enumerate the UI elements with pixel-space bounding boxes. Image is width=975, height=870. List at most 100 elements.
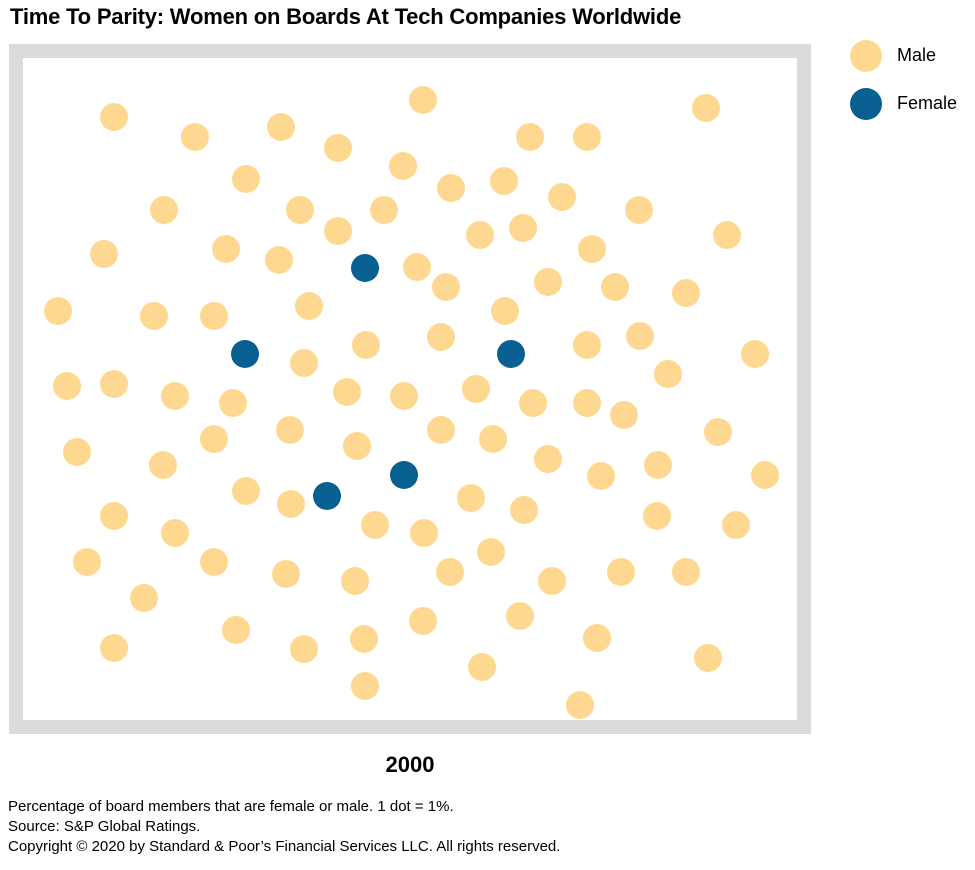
male-dot <box>90 240 118 268</box>
male-dot <box>409 86 437 114</box>
male-dot <box>350 625 378 653</box>
dot-plot <box>44 86 779 719</box>
male-dot <box>477 538 505 566</box>
male-dot <box>626 322 654 350</box>
male-dot <box>457 484 485 512</box>
male-dot <box>566 691 594 719</box>
male-dot <box>100 370 128 398</box>
male-dot <box>672 558 700 586</box>
legend-label-female: Female <box>897 93 958 113</box>
male-dot <box>713 221 741 249</box>
male-dot <box>265 246 293 274</box>
male-dot <box>100 502 128 530</box>
male-dot <box>490 167 518 195</box>
legend-swatch-male <box>850 40 882 72</box>
male-dot <box>343 432 371 460</box>
female-dot <box>231 340 259 368</box>
male-dot <box>200 425 228 453</box>
male-dot <box>538 567 566 595</box>
male-dot <box>625 196 653 224</box>
male-dot <box>161 382 189 410</box>
male-dot <box>272 560 300 588</box>
note-copyright: Copyright © 2020 by Standard & Poor’s Fi… <box>8 838 561 855</box>
male-dot <box>427 323 455 351</box>
male-dot <box>161 519 189 547</box>
male-dot <box>390 382 418 410</box>
male-dot <box>44 297 72 325</box>
female-dot <box>351 254 379 282</box>
legend-item-female: Female <box>850 88 970 136</box>
male-dot <box>654 360 682 388</box>
male-dot <box>267 113 295 141</box>
male-dot <box>232 477 260 505</box>
male-dot <box>351 672 379 700</box>
male-dot <box>100 634 128 662</box>
male-dot <box>219 389 247 417</box>
male-dot <box>286 196 314 224</box>
male-dot <box>722 511 750 539</box>
legend-label-male: Male <box>897 45 937 65</box>
male-dot <box>63 438 91 466</box>
male-dot <box>692 94 720 122</box>
male-dot <box>222 616 250 644</box>
male-dot <box>573 123 601 151</box>
male-dot <box>140 302 168 330</box>
male-dot <box>290 635 318 663</box>
male-dot <box>295 292 323 320</box>
female-dot <box>390 461 418 489</box>
male-dot <box>601 273 629 301</box>
male-dot <box>277 490 305 518</box>
male-dot <box>516 123 544 151</box>
male-dot <box>53 372 81 400</box>
male-dot <box>578 235 606 263</box>
male-dot <box>333 378 361 406</box>
male-dot <box>324 134 352 162</box>
legend-item-male: Male <box>850 40 970 88</box>
male-dot <box>436 558 464 586</box>
male-dot <box>462 375 490 403</box>
male-dot <box>389 152 417 180</box>
male-dot <box>741 340 769 368</box>
male-dot <box>534 268 562 296</box>
male-dot <box>694 644 722 672</box>
male-dot <box>324 217 352 245</box>
chart-title: Time To Parity: Women on Boards At Tech … <box>10 4 682 29</box>
male-dot <box>479 425 507 453</box>
male-dot <box>100 103 128 131</box>
male-dot <box>341 567 369 595</box>
male-dot <box>509 214 537 242</box>
male-dot <box>181 123 209 151</box>
male-dot <box>73 548 101 576</box>
male-dot <box>643 502 671 530</box>
male-dot <box>510 496 538 524</box>
note-dot-definition: Percentage of board members that are fem… <box>8 798 454 815</box>
male-dot <box>466 221 494 249</box>
male-dot <box>200 302 228 330</box>
male-dot <box>607 558 635 586</box>
male-dot <box>352 331 380 359</box>
male-dot <box>212 235 240 263</box>
male-dot <box>587 462 615 490</box>
male-dot <box>130 584 158 612</box>
male-dot <box>370 196 398 224</box>
male-dot <box>644 451 672 479</box>
male-dot <box>432 273 460 301</box>
male-dot <box>491 297 519 325</box>
male-dot <box>506 602 534 630</box>
male-dot <box>276 416 304 444</box>
male-dot <box>150 196 178 224</box>
male-dot <box>232 165 260 193</box>
male-dot <box>672 279 700 307</box>
male-dot <box>200 548 228 576</box>
legend: Male Female <box>850 40 970 136</box>
female-dot <box>497 340 525 368</box>
male-dot <box>361 511 389 539</box>
male-dot <box>610 401 638 429</box>
footnotes: Percentage of board members that are fem… <box>8 797 560 857</box>
female-dot <box>313 482 341 510</box>
legend-swatch-female <box>850 88 882 120</box>
male-dot <box>548 183 576 211</box>
note-source: Source: S&P Global Ratings. <box>8 818 201 835</box>
male-dot <box>751 461 779 489</box>
year-label: 2000 <box>385 752 435 777</box>
